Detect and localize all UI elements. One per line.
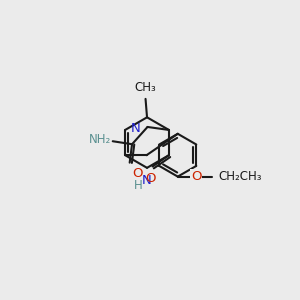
Text: O: O	[132, 167, 142, 180]
Text: N: N	[130, 122, 140, 135]
Text: CH₂CH₃: CH₂CH₃	[219, 170, 262, 183]
Text: O: O	[191, 170, 202, 183]
Text: N: N	[142, 174, 151, 188]
Text: CH₃: CH₃	[135, 81, 156, 94]
Text: NH₂: NH₂	[89, 133, 111, 146]
Text: H: H	[134, 179, 142, 192]
Text: O: O	[145, 172, 155, 185]
